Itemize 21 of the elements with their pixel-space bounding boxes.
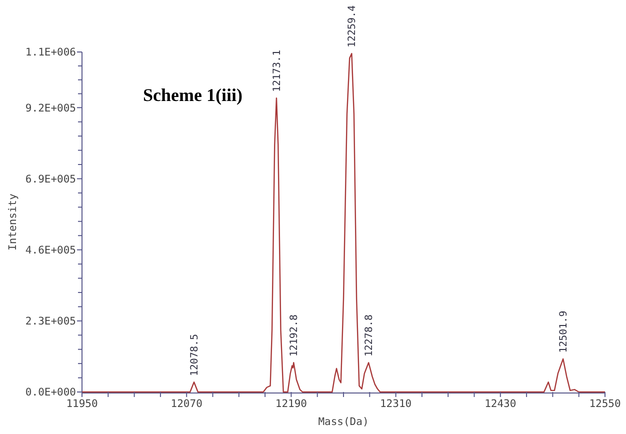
x-axis-title: Mass(Da) [318, 416, 369, 428]
y-tick-label: 0.0E+000 [25, 386, 76, 399]
y-tick-label: 9.2E+005 [25, 102, 76, 114]
x-tick-label: 12550 [589, 398, 621, 410]
y-tick-label: 6.9E+005 [25, 173, 76, 186]
x-tick-label: 12430 [484, 398, 516, 410]
y-tick-label: 4.6E+005 [25, 244, 76, 256]
text: Scheme 1(iii) [143, 85, 242, 105]
annotation: 12078.5 [190, 334, 201, 376]
annotation: 12192.8 [289, 314, 300, 357]
x-tick-label: 12310 [380, 398, 412, 410]
annotation: 12501.9 [558, 310, 570, 353]
annotation: 12278.8 [364, 314, 376, 357]
annotation: 12173.1 [272, 50, 283, 92]
y-tick-label: 2.3E+005 [25, 316, 76, 328]
x-tick-label: 12070 [170, 398, 202, 410]
x-tick-label: 12190 [275, 398, 308, 410]
x-tick-label: 11950 [66, 398, 98, 410]
y-axis-title: Intensity [7, 194, 19, 250]
y-tick-label: 1.1E+006 [25, 46, 76, 59]
annotation: 12259.4 [347, 5, 358, 48]
